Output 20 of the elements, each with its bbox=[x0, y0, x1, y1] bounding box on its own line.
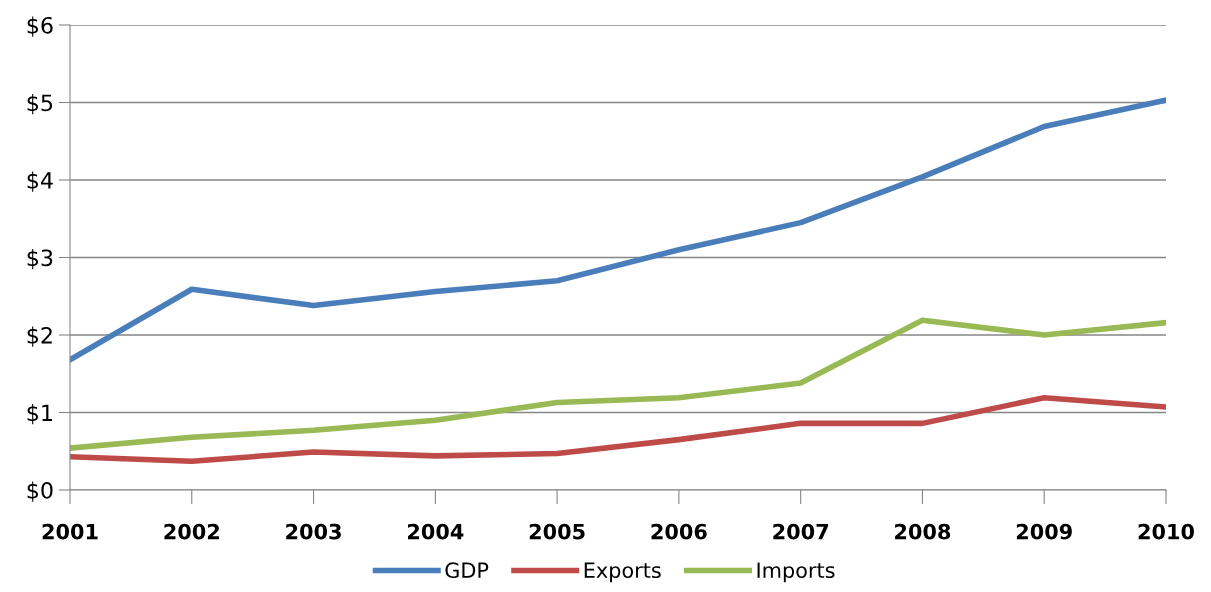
x-tick-label: 2004 bbox=[407, 523, 464, 540]
y-tick-label: $1 bbox=[27, 404, 52, 425]
x-tick-label: 2003 bbox=[286, 523, 341, 540]
y-tick-label: $5 bbox=[27, 94, 53, 115]
legend-label: Imports bbox=[757, 562, 835, 583]
x-tick-label: 2005 bbox=[529, 523, 585, 540]
legend-label: Exports bbox=[584, 562, 661, 583]
x-tick-label: 2002 bbox=[164, 523, 219, 540]
y-tick-label: $0 bbox=[27, 481, 53, 502]
x-tick-label: 2008 bbox=[895, 523, 951, 540]
y-tick-label: $4 bbox=[27, 171, 53, 192]
legend-label: GDP bbox=[445, 562, 489, 579]
y-tick-label: $6 bbox=[27, 16, 53, 37]
x-tick-label: 2009 bbox=[1016, 523, 1072, 540]
x-tick-label: 2007 bbox=[773, 523, 828, 540]
y-tick-label: $3 bbox=[27, 249, 53, 270]
x-tick-label: 2010 bbox=[1138, 523, 1194, 540]
y-tick-label: $2 bbox=[27, 326, 52, 347]
x-tick-label: 2006 bbox=[651, 523, 707, 540]
x-tick-label: 2001 bbox=[42, 523, 98, 540]
